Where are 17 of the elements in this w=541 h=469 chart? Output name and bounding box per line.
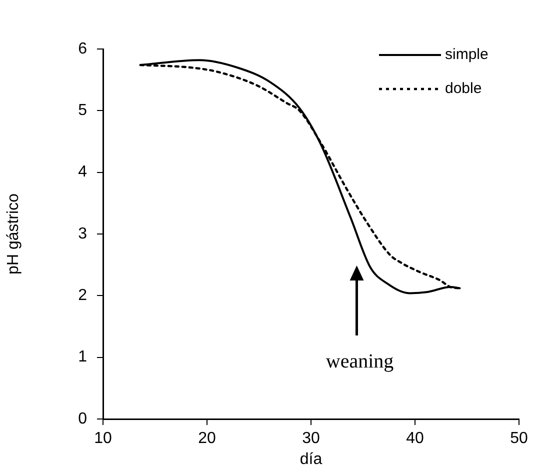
- y-tick-label: 3: [78, 225, 88, 242]
- y-tick-label: 5: [78, 102, 88, 120]
- x-tick-label: 20: [198, 430, 216, 448]
- legend-label: doble: [445, 80, 482, 98]
- x-tick-label: 40: [406, 430, 424, 448]
- legend-label: simple: [445, 46, 488, 64]
- y-tick-label: 4: [78, 164, 88, 181]
- annotation: weaning: [326, 350, 394, 373]
- x-tick-label: 50: [510, 430, 528, 448]
- x-tick-label: 10: [94, 430, 112, 448]
- y-tick-label: 6: [78, 40, 88, 58]
- x-tick-label: 30: [302, 430, 320, 448]
- y-tick-label: 0: [78, 410, 88, 428]
- x-axis-title: día: [300, 450, 322, 468]
- y-tick-label: 1: [78, 348, 88, 366]
- y-tick-label: 2: [78, 287, 88, 304]
- y-axis-title: pH gástrico: [5, 193, 22, 274]
